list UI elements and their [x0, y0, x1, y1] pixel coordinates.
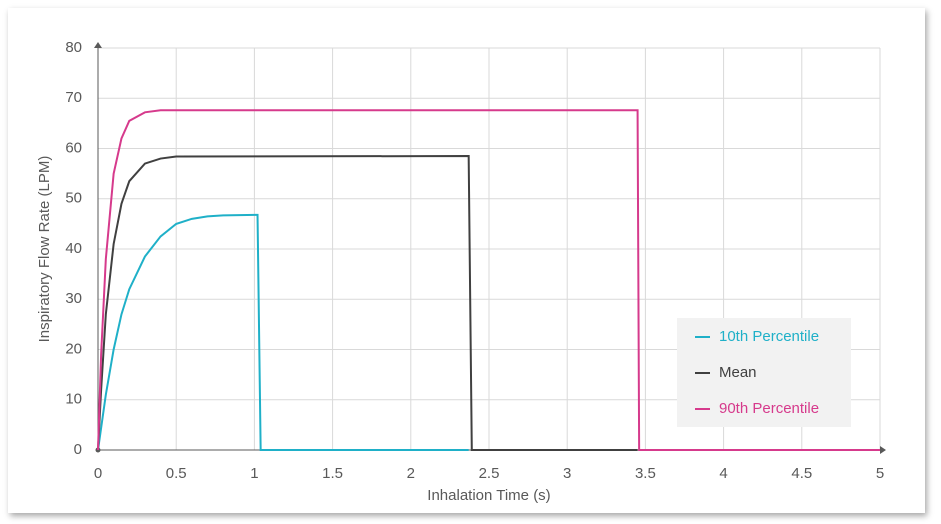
y-tick-label: 20 [65, 340, 82, 357]
y-tick-label: 50 [65, 190, 82, 207]
y-axis-label: Inspiratory Flow Rate (LPM) [36, 156, 53, 343]
series-line [97, 213, 469, 451]
x-tick-label: 4 [719, 465, 727, 482]
y-tick-label: 10 [65, 391, 82, 408]
x-tick-label: 3.5 [635, 465, 656, 482]
x-axis-label: Inhalation Time (s) [427, 487, 550, 504]
x-tick-label: 0.5 [166, 465, 187, 482]
series-line [97, 155, 638, 451]
chart-card [8, 8, 925, 513]
y-tick-label: 30 [65, 290, 82, 307]
x-tick-label: 4.5 [791, 465, 812, 482]
x-axis-arrow [880, 446, 886, 454]
x-tick-label: 1.5 [322, 465, 343, 482]
y-tick-label: 40 [65, 240, 82, 257]
x-tick-label: 2.5 [479, 465, 500, 482]
y-axis-arrow [94, 42, 102, 48]
x-tick-label: 2 [407, 465, 415, 482]
x-tick-label: 5 [876, 465, 884, 482]
y-tick-label: 70 [65, 89, 82, 106]
x-tick-label: 3 [563, 465, 571, 482]
y-tick-label: 0 [74, 441, 82, 458]
legend-label: Mean [719, 364, 757, 381]
series-line [97, 109, 880, 451]
x-tick-label: 0 [94, 465, 102, 482]
legend-label: 10th Percentile [719, 328, 819, 345]
legend-label: 90th Percentile [719, 400, 819, 417]
y-tick-label: 80 [65, 39, 82, 56]
x-tick-label: 1 [250, 465, 258, 482]
y-tick-label: 60 [65, 139, 82, 156]
